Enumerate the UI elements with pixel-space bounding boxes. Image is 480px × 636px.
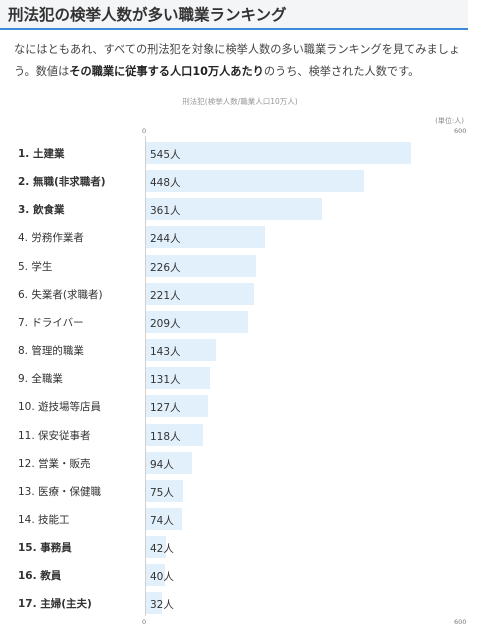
intro-line2-bold: その職業に従事する人口10万人あたり <box>69 65 264 78</box>
chart-row: 9. 全職業 131人 <box>0 364 480 392</box>
value-label: 118人 <box>150 430 181 443</box>
value-label: 127人 <box>150 402 181 415</box>
bar <box>146 423 204 446</box>
chart-row: 14. 技能工 74人 <box>0 505 480 533</box>
chart-row: 17. 主婦(主夫) 32人 <box>0 589 480 617</box>
bar <box>146 479 183 502</box>
unit-note: (単位:人) <box>435 117 464 125</box>
category-label: 17. 主婦(主夫) <box>18 598 92 611</box>
bar <box>146 282 254 305</box>
value-label: 75人 <box>150 486 174 499</box>
value-label: 361人 <box>150 205 181 218</box>
bar <box>146 507 182 530</box>
value-label: 94人 <box>150 458 174 471</box>
chart-title: 刑法犯(検挙人数/職業人口10万人) <box>182 97 298 106</box>
chart-row: 12. 営業・販売 94人 <box>0 449 480 477</box>
heading-bar: 刑法犯の検挙人数が多い職業ランキング <box>0 0 468 30</box>
value-label: 545人 <box>150 149 181 161</box>
tick-label-bottom-max: 600 <box>454 618 467 626</box>
category-label: 16. 教員 <box>18 570 62 583</box>
value-label: 221人 <box>150 289 181 302</box>
category-label: 11. 保安従事者 <box>18 429 91 442</box>
value-label: 32人 <box>150 599 174 612</box>
value-label: 209人 <box>150 317 181 330</box>
value-label: 226人 <box>150 261 181 274</box>
intro-line2-post: のうち、検挙された人数です。 <box>263 65 420 78</box>
bar <box>146 339 216 362</box>
chart-row: 4. 労務作業者 244人 <box>0 223 480 251</box>
value-label: 42人 <box>150 543 174 556</box>
category-label: 4. 労務作業者 <box>18 232 84 245</box>
chart-row: 5. 学生 226人 <box>0 252 480 280</box>
intro-text: なにはともあれ、すべての刑法犯を対象に検挙人数の多い職業ランキングを見てみましょ… <box>14 39 466 83</box>
tick-label-top-min: 0 <box>142 127 147 135</box>
value-label: 448人 <box>150 177 181 190</box>
chart-row: 11. 保安従事者 118人 <box>0 421 480 449</box>
value-label: 74人 <box>150 514 174 527</box>
category-label: 10. 遊技場等店員 <box>18 401 102 414</box>
chart-row: 8. 管理的職業 143人 <box>0 336 480 364</box>
chart-row: 16. 教員 40人 <box>0 561 480 589</box>
intro-line2-pre: う。数値は <box>14 65 70 78</box>
chart-row: 15. 事務員 42人 <box>0 533 480 561</box>
category-label: 5. 学生 <box>18 260 53 273</box>
bar <box>146 451 192 474</box>
value-label: 40人 <box>150 571 174 584</box>
chart-row: 13. 医療・保健職 75人 <box>0 477 480 505</box>
value-label: 244人 <box>150 233 181 246</box>
tick-label-bottom-min: 0 <box>142 618 147 626</box>
category-label: 1. 土建業 <box>18 148 65 160</box>
bar <box>146 170 365 193</box>
category-label: 15. 事務員 <box>18 542 72 555</box>
category-label: 6. 失業者(求職者) <box>18 288 103 301</box>
bar <box>146 367 210 390</box>
category-label: 9. 全職業 <box>18 373 63 386</box>
category-label: 7. ドライバー <box>18 316 84 329</box>
intro-line1: なにはともあれ、すべての刑法犯を対象に検挙人数の多い職業ランキングを見てみましょ <box>14 43 461 56</box>
value-label: 143人 <box>150 346 181 359</box>
bar <box>146 198 322 221</box>
category-label: 3. 飲食業 <box>18 204 65 217</box>
chart-row: 1. 土建業 545人 <box>0 139 480 167</box>
value-label: 131人 <box>150 374 181 387</box>
bar <box>146 226 265 249</box>
bar <box>146 592 162 615</box>
category-label: 8. 管理的職業 <box>18 345 84 358</box>
chart-row: 6. 失業者(求職者) 221人 <box>0 280 480 308</box>
bar <box>146 310 248 333</box>
chart-row: 2. 無職(非求職者) 448人 <box>0 167 480 195</box>
bar <box>146 142 412 164</box>
chart-row: 3. 飲食業 361人 <box>0 195 480 223</box>
tick-label-top-max: 600 <box>454 127 467 135</box>
bar <box>146 395 208 418</box>
page-title: 刑法犯の検挙人数が多い職業ランキング <box>8 6 287 24</box>
category-label: 12. 営業・販売 <box>18 457 91 470</box>
category-label: 2. 無職(非求職者) <box>18 176 106 189</box>
axis-line <box>145 136 146 616</box>
chart-row: 10. 遊技場等店員 127人 <box>0 392 480 420</box>
bar <box>146 536 167 559</box>
chart-row: 7. ドライバー 209人 <box>0 308 480 336</box>
bar <box>146 254 256 277</box>
category-label: 14. 技能工 <box>18 513 70 526</box>
category-label: 13. 医療・保健職 <box>18 485 102 498</box>
bar <box>146 564 166 587</box>
